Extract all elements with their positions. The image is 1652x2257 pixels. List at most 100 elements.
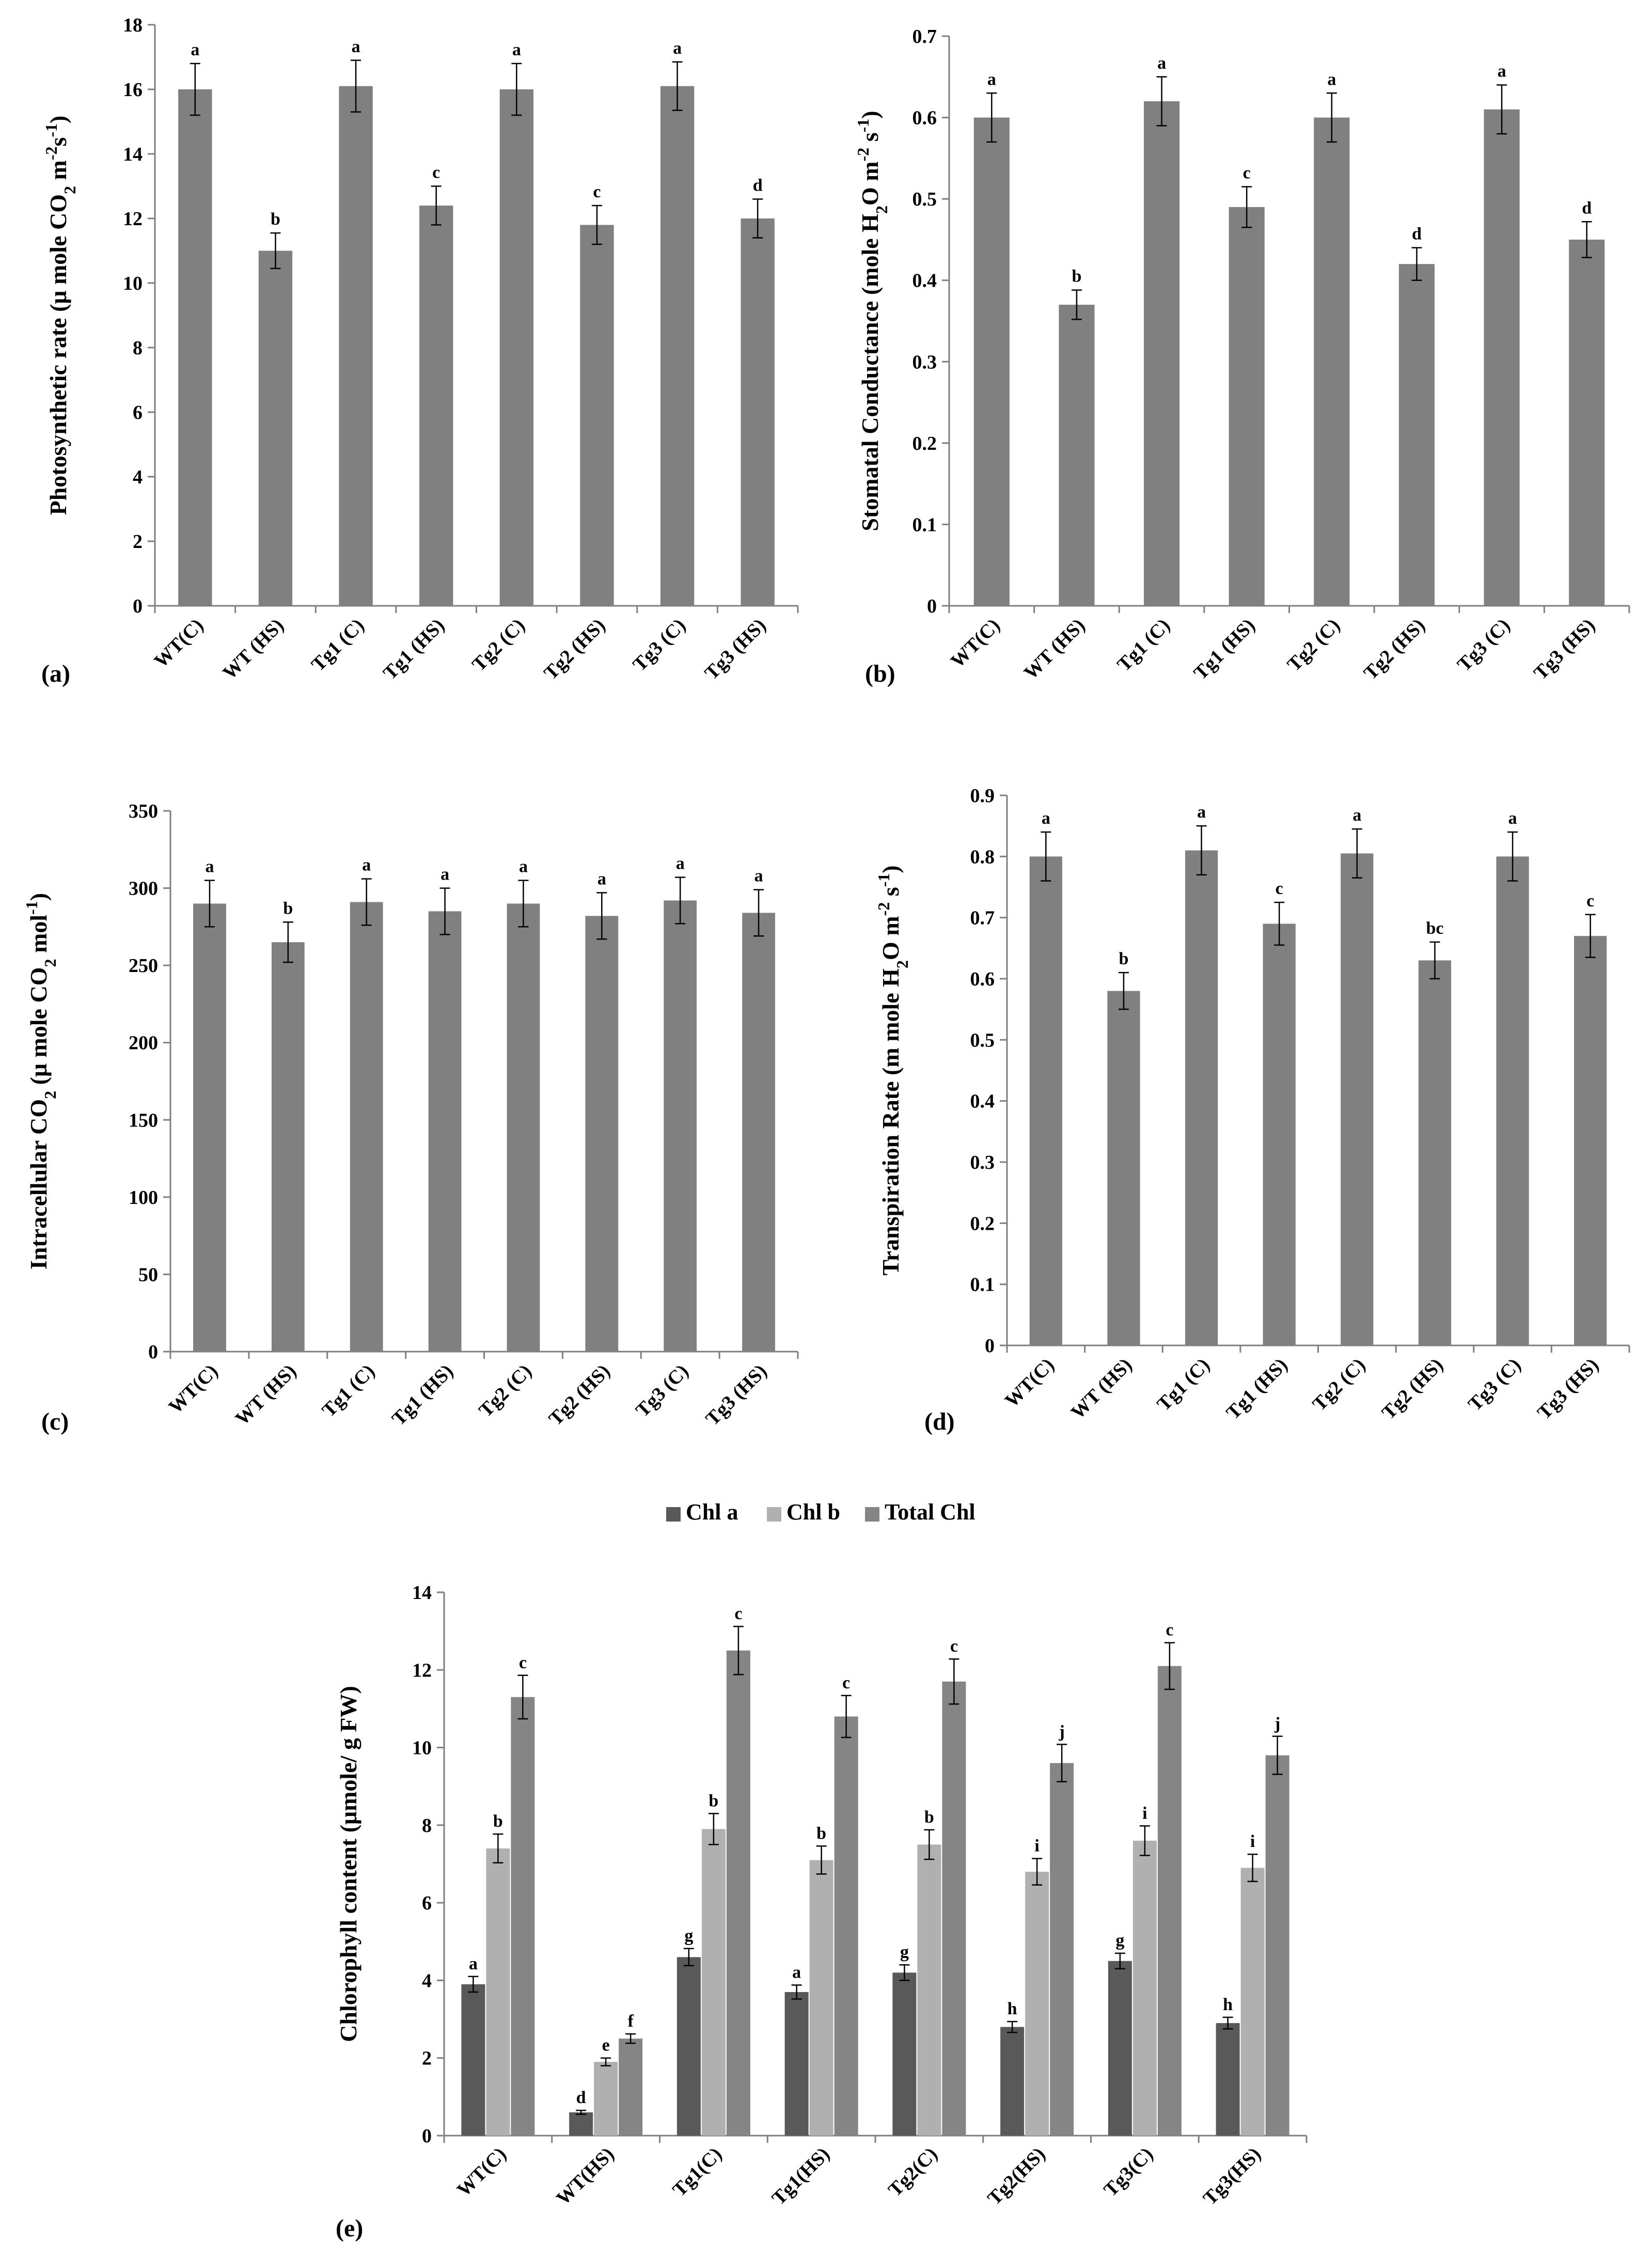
y-axis-label-part: s [877, 887, 904, 902]
significance-letter: e [602, 2036, 610, 2055]
y-axis-label-part: ) [25, 893, 52, 901]
significance-letter: b [1119, 949, 1128, 968]
y-axis-label-part: Photosynthetic rate (μ mole CO [45, 194, 71, 515]
y-tick-label: 8 [133, 337, 143, 359]
y-tick-label: 350 [129, 801, 158, 822]
bar-chl-a [461, 1984, 485, 2136]
y-axis-label-part: 2 [41, 1091, 59, 1099]
y-axis-label-part: ) [877, 865, 904, 873]
significance-letter: g [684, 1926, 693, 1946]
y-axis-label-part: s [45, 137, 71, 147]
y-axis-label-part: -1 [854, 119, 872, 133]
y-tick-label: 0.5 [970, 1029, 995, 1051]
y-tick-label: 300 [129, 878, 158, 900]
significance-letter: i [1034, 1836, 1039, 1855]
bar-total-chl [619, 2039, 643, 2136]
y-tick-label: 4 [422, 1970, 432, 1992]
bar-chl-b [809, 1860, 833, 2136]
y-tick-label: 100 [129, 1187, 158, 1209]
bar-chl-a [1108, 1961, 1132, 2136]
significance-letter: d [576, 2088, 586, 2107]
y-axis-label-part: (μ mole CO [25, 967, 52, 1091]
significance-letter: a [676, 854, 685, 873]
legend-swatch [666, 1507, 681, 1522]
bar [1059, 304, 1095, 606]
significance-letter: b [924, 1808, 934, 1827]
y-tick-label: 0.3 [912, 351, 937, 373]
significance-letter: a [512, 40, 521, 59]
bar-total-chl [942, 1681, 966, 2136]
significance-letter: b [493, 1812, 503, 1831]
y-axis-label: Stomatal Conductance (mole H2O m-2 s-1) [854, 111, 891, 531]
significance-letter: b [816, 1824, 826, 1843]
y-tick-label: 0.1 [970, 1274, 995, 1296]
bar [178, 89, 212, 606]
significance-letter: a [1042, 809, 1050, 828]
significance-letter: bc [1426, 919, 1443, 938]
y-axis-label-part: Chlorophyll content (μmole/ g FW) [335, 1686, 361, 2042]
bar-chl-b [701, 1829, 726, 2136]
bar-chl-a [892, 1972, 917, 2136]
panel-label: (a) [41, 660, 70, 687]
significance-letter: b [1072, 267, 1081, 286]
bar [580, 225, 614, 606]
significance-letter: a [205, 857, 214, 876]
significance-letter: c [734, 1604, 742, 1623]
bar-chl-b [1025, 1872, 1049, 2136]
y-axis-label-part: ) [857, 111, 883, 118]
bar [1263, 923, 1296, 1345]
bar [1569, 239, 1605, 606]
y-axis-label-part: -2 [42, 147, 60, 161]
legend-label: Chl a [686, 1499, 738, 1525]
y-tick-label: 8 [422, 1815, 432, 1837]
bar [741, 218, 775, 606]
significance-letter: a [440, 865, 449, 884]
y-tick-label: 150 [129, 1109, 158, 1131]
significance-letter: a [191, 40, 199, 59]
significance-letter: h [1223, 1995, 1233, 2014]
y-tick-label: 0.7 [912, 26, 937, 48]
significance-letter: b [709, 1791, 718, 1810]
y-tick-label: 0.4 [912, 270, 937, 292]
bar [1107, 991, 1140, 1345]
y-tick-label: 0.2 [970, 1213, 995, 1234]
y-axis-label-part: 2 [60, 186, 79, 194]
significance-letter: i [1250, 1832, 1255, 1851]
y-tick-label: 14 [412, 1582, 432, 1604]
significance-letter: a [469, 1954, 478, 1973]
significance-letter: c [842, 1673, 850, 1692]
y-tick-label: 0.6 [912, 107, 937, 129]
bar [1496, 856, 1529, 1345]
significance-letter: a [519, 857, 528, 876]
bar [1314, 117, 1350, 606]
y-axis-label-part: ) [45, 116, 71, 123]
bar-total-chl [1050, 1763, 1074, 2136]
y-axis-label-part: m [45, 160, 71, 186]
significance-letter: f [627, 2012, 634, 2031]
significance-letter: c [593, 182, 601, 201]
y-axis-label-part: O m [857, 161, 883, 206]
significance-letter: a [987, 70, 996, 89]
significance-letter: c [1243, 164, 1251, 183]
y-axis-label-part: 2 [872, 206, 891, 214]
legend: Chl a Chl b Total Chl [666, 1499, 976, 1525]
significance-letter: a [1508, 809, 1517, 828]
bar [499, 89, 533, 606]
y-tick-label: 200 [129, 1032, 158, 1054]
y-tick-label: 6 [133, 402, 143, 424]
y-tick-label: 0.2 [912, 433, 937, 454]
y-axis-label-part: -2 [854, 148, 872, 162]
y-tick-label: 50 [138, 1264, 158, 1286]
significance-letter: a [1157, 54, 1166, 73]
significance-letter: b [271, 210, 280, 229]
y-axis-label-part: -1 [42, 123, 60, 137]
y-axis-label-part: O m [877, 916, 904, 960]
significance-letter: a [1352, 806, 1361, 825]
y-tick-label: 0 [148, 1341, 158, 1363]
y-tick-label: 16 [123, 79, 143, 101]
bar [428, 911, 462, 1352]
significance-letter: b [283, 899, 293, 918]
bar-total-chl [1157, 1666, 1182, 2136]
